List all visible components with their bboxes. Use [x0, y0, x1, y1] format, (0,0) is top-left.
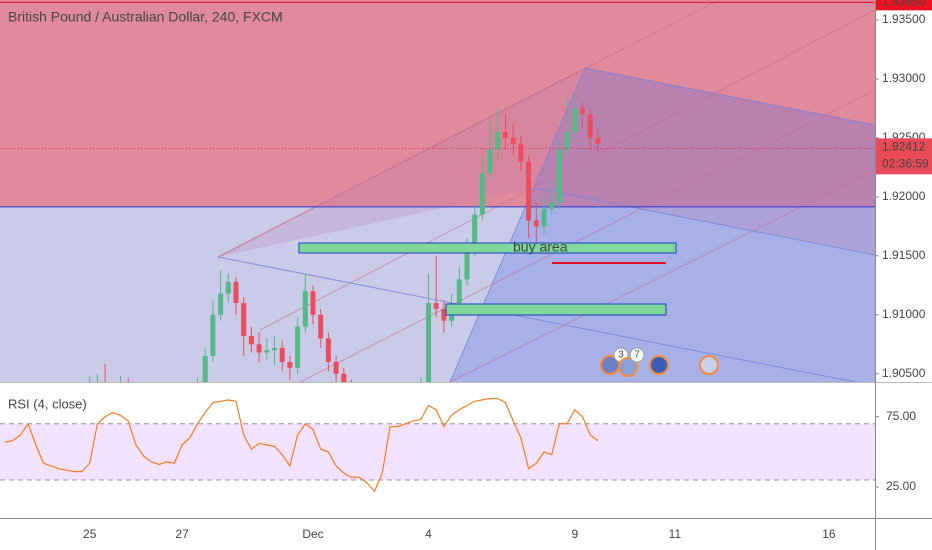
- candle-body: [456, 279, 462, 304]
- annotations: buy area 3 7 British Pound / Australian …: [8, 9, 719, 377]
- rsi-tick-label: 25.00: [886, 479, 916, 493]
- time-tick-label: 16: [822, 527, 836, 541]
- alert-label: 1.93650: [882, 0, 926, 9]
- upper-zone: [0, 0, 875, 207]
- candle-body: [572, 108, 578, 133]
- candle-body: [433, 303, 439, 309]
- event-icon[interactable]: [699, 355, 719, 375]
- candle-body: [580, 108, 585, 115]
- time-tick-label: 25: [83, 527, 97, 541]
- candle-body: [487, 149, 493, 174]
- candle-body: [302, 291, 308, 327]
- candle-body: [279, 347, 285, 362]
- time-tick-label: 4: [425, 527, 432, 541]
- event-icon[interactable]: [618, 357, 638, 377]
- candle-body: [595, 137, 601, 144]
- last-price-label: 1.92412: [882, 139, 926, 153]
- candle-body: [295, 326, 301, 368]
- candle-body: [587, 114, 593, 138]
- candle-body: [287, 361, 293, 368]
- candle-body: [426, 303, 431, 382]
- candle-body: [233, 281, 239, 304]
- candle-body: [333, 361, 339, 374]
- candle-body: [218, 293, 224, 315]
- time-tick-label: 11: [669, 527, 682, 541]
- time-tick-label: Dec: [302, 527, 323, 541]
- price-tick-label: 1.90500: [882, 366, 926, 380]
- candles: [0, 93, 875, 382]
- candle-body: [202, 356, 208, 382]
- candle-body: [472, 214, 478, 250]
- candle-body: [526, 161, 532, 221]
- buy-zone: [445, 303, 667, 316]
- rsi-tick-label: 75.00: [886, 409, 916, 423]
- candle-body: [318, 314, 324, 339]
- candle-body: [533, 220, 539, 227]
- candle-body: [518, 143, 524, 162]
- event-count-text: 3: [618, 350, 624, 361]
- candle-body: [310, 291, 316, 315]
- candle-body: [549, 202, 555, 209]
- candle-body: [564, 132, 570, 150]
- price-tick-label: 1.93000: [882, 71, 926, 85]
- price-tick-label: 1.91500: [882, 248, 926, 262]
- candle-body: [464, 249, 470, 280]
- candle-body: [264, 350, 270, 353]
- candle-body: [241, 303, 247, 337]
- candle-body: [479, 173, 485, 215]
- price-tick-label: 1.91000: [882, 307, 926, 321]
- pitchfork-line: [584, 67, 875, 126]
- channel-area: [218, 68, 875, 257]
- countdown: 02:36:59: [882, 156, 929, 170]
- rsi: [0, 397, 875, 493]
- pitchfork-line: [449, 67, 586, 382]
- rsi-band: [0, 423, 875, 481]
- pitchfork-line: [534, 187, 875, 256]
- candle-body: [341, 373, 347, 382]
- event-count[interactable]: [629, 347, 645, 363]
- channel-line: [217, 0, 721, 258]
- candle-body: [272, 347, 277, 351]
- candle-body: [325, 338, 331, 362]
- candle-body: [556, 149, 562, 203]
- candle-body: [210, 314, 216, 357]
- rsi-line: [4, 397, 599, 493]
- event-icon[interactable]: [649, 355, 669, 375]
- alert-label-box: [876, 0, 932, 11]
- channel-line: [259, 9, 875, 331]
- candle-body: [510, 137, 516, 144]
- candle-body: [541, 208, 547, 227]
- candle-body: [248, 336, 254, 345]
- rsi-title: RSI (4, close): [8, 396, 87, 411]
- price-tick-label: 1.93500: [882, 12, 926, 26]
- channel-line: [299, 89, 875, 382]
- channel-line: [449, 169, 875, 382]
- chart-title: British Pound / Australian Dollar, 240, …: [8, 9, 283, 25]
- axes: 1.905001.910001.915001.920001.925001.930…: [83, 0, 932, 541]
- drawings: [0, 0, 875, 382]
- annotation-text: buy area: [513, 239, 568, 255]
- pitchfork-line: [217, 256, 856, 382]
- last-price-box: [876, 138, 932, 175]
- candle-body: [441, 308, 447, 321]
- candle-body: [256, 344, 262, 353]
- buy-zone: [298, 242, 677, 254]
- candle-body: [503, 132, 508, 138]
- event-count-text: 7: [634, 350, 640, 361]
- candle-body: [495, 132, 501, 150]
- time-tick-label: 27: [175, 527, 189, 541]
- candle-body: [225, 281, 231, 294]
- time-tick-label: 9: [571, 527, 578, 541]
- price-tick-label: 1.92000: [882, 189, 926, 203]
